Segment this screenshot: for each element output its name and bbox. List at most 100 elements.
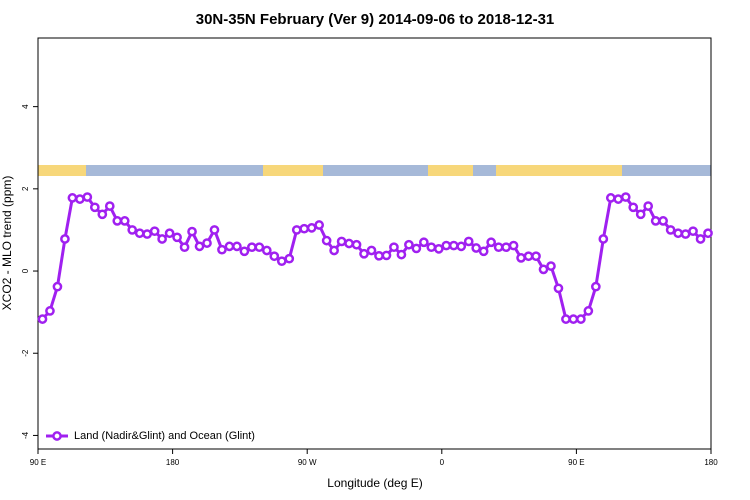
data-point (665, 225, 676, 235)
y-tick-label: 4 (21, 104, 30, 109)
data-point (209, 225, 220, 235)
data-point (598, 234, 609, 244)
data-point (306, 223, 317, 233)
data-point (284, 253, 295, 264)
data-point (164, 228, 175, 239)
data-point (688, 226, 698, 237)
data-point (60, 234, 70, 244)
data-point (299, 223, 310, 234)
data-point (673, 228, 683, 239)
data-point (516, 253, 526, 263)
data-point (635, 209, 646, 220)
data-point (359, 248, 369, 259)
data-point (419, 237, 429, 248)
data-point (680, 229, 691, 239)
plot-frame (37, 37, 712, 450)
data-point (269, 251, 280, 262)
data-point (561, 314, 571, 324)
data-point (620, 192, 631, 202)
data-point (67, 193, 78, 203)
data-point (501, 242, 511, 253)
x-tick-label: 90 W (298, 458, 317, 467)
data-point (194, 241, 205, 252)
data-point (52, 281, 63, 292)
data-point (97, 209, 108, 220)
data-point (217, 244, 227, 255)
data-point (456, 241, 467, 252)
data-point (568, 314, 579, 324)
data-point (478, 246, 489, 257)
data-point (82, 192, 93, 202)
x-tick-label: 0 (440, 458, 445, 467)
data-point (291, 225, 302, 235)
data-point (37, 314, 48, 324)
data-point (351, 239, 362, 250)
data-point (486, 237, 497, 248)
data-point (75, 194, 85, 204)
x-tick-label: 90 E (568, 458, 584, 467)
data-point (576, 314, 586, 324)
x-tick-label: 90 E (30, 458, 46, 467)
data-point (276, 256, 287, 267)
data-point (613, 194, 624, 204)
data-point (314, 220, 325, 230)
data-point (321, 235, 332, 246)
data-point (426, 242, 437, 253)
data-point (336, 236, 347, 247)
data-point (448, 240, 459, 251)
data-point (605, 193, 616, 203)
data-point (254, 242, 265, 253)
data-point (261, 245, 272, 256)
data-point (531, 251, 541, 262)
data-point (493, 242, 504, 253)
legend-label: Land (Nadir&Glint) and Ocean (Glint) (74, 430, 255, 442)
y-tick-label: 0 (21, 268, 30, 273)
data-point (119, 216, 130, 226)
data-point (471, 243, 482, 253)
data-point (239, 246, 250, 257)
y-tick-label: -2 (21, 349, 30, 357)
chart-title: 30N-35N February (Ver 9) 2014-09-06 to 2… (196, 11, 555, 28)
data-point (396, 249, 407, 260)
data-point (463, 236, 474, 247)
y-tick-label: 2 (21, 186, 30, 191)
data-point (179, 242, 190, 253)
data-point (553, 283, 564, 294)
data-point (112, 216, 123, 226)
data-point (329, 245, 339, 256)
data-point (381, 250, 392, 261)
data-point (149, 226, 160, 237)
land-ocean-strip (38, 165, 711, 176)
data-point (187, 226, 197, 237)
data-point (538, 264, 549, 275)
data-point (583, 306, 594, 316)
y-tick-label: -4 (21, 431, 30, 439)
data-point (224, 241, 235, 252)
data-point (366, 245, 377, 256)
data-point (643, 201, 654, 211)
data-point (389, 242, 399, 253)
data-point (546, 261, 556, 271)
data-point (104, 201, 115, 211)
data-point (157, 234, 167, 244)
y-axis-label: XCO2 - MLO trend (ppm) (0, 176, 14, 311)
data-point (508, 240, 519, 251)
data-point (404, 239, 414, 250)
data-point (658, 216, 668, 226)
data-point (172, 232, 182, 243)
data-point (142, 229, 153, 239)
data-point (374, 250, 384, 261)
data-point (650, 216, 661, 226)
x-axis-label: Longitude (deg E) (327, 476, 422, 490)
data-point (89, 202, 100, 213)
data-point (703, 228, 713, 239)
legend-marker (52, 431, 62, 441)
data-point (247, 242, 257, 253)
x-tick-label: 180 (166, 458, 180, 467)
data-point (344, 238, 354, 249)
x-tick-label: 180 (704, 458, 718, 467)
data-point (202, 238, 212, 248)
data-point (433, 243, 444, 254)
data-point (628, 202, 639, 213)
data-point (523, 251, 534, 262)
